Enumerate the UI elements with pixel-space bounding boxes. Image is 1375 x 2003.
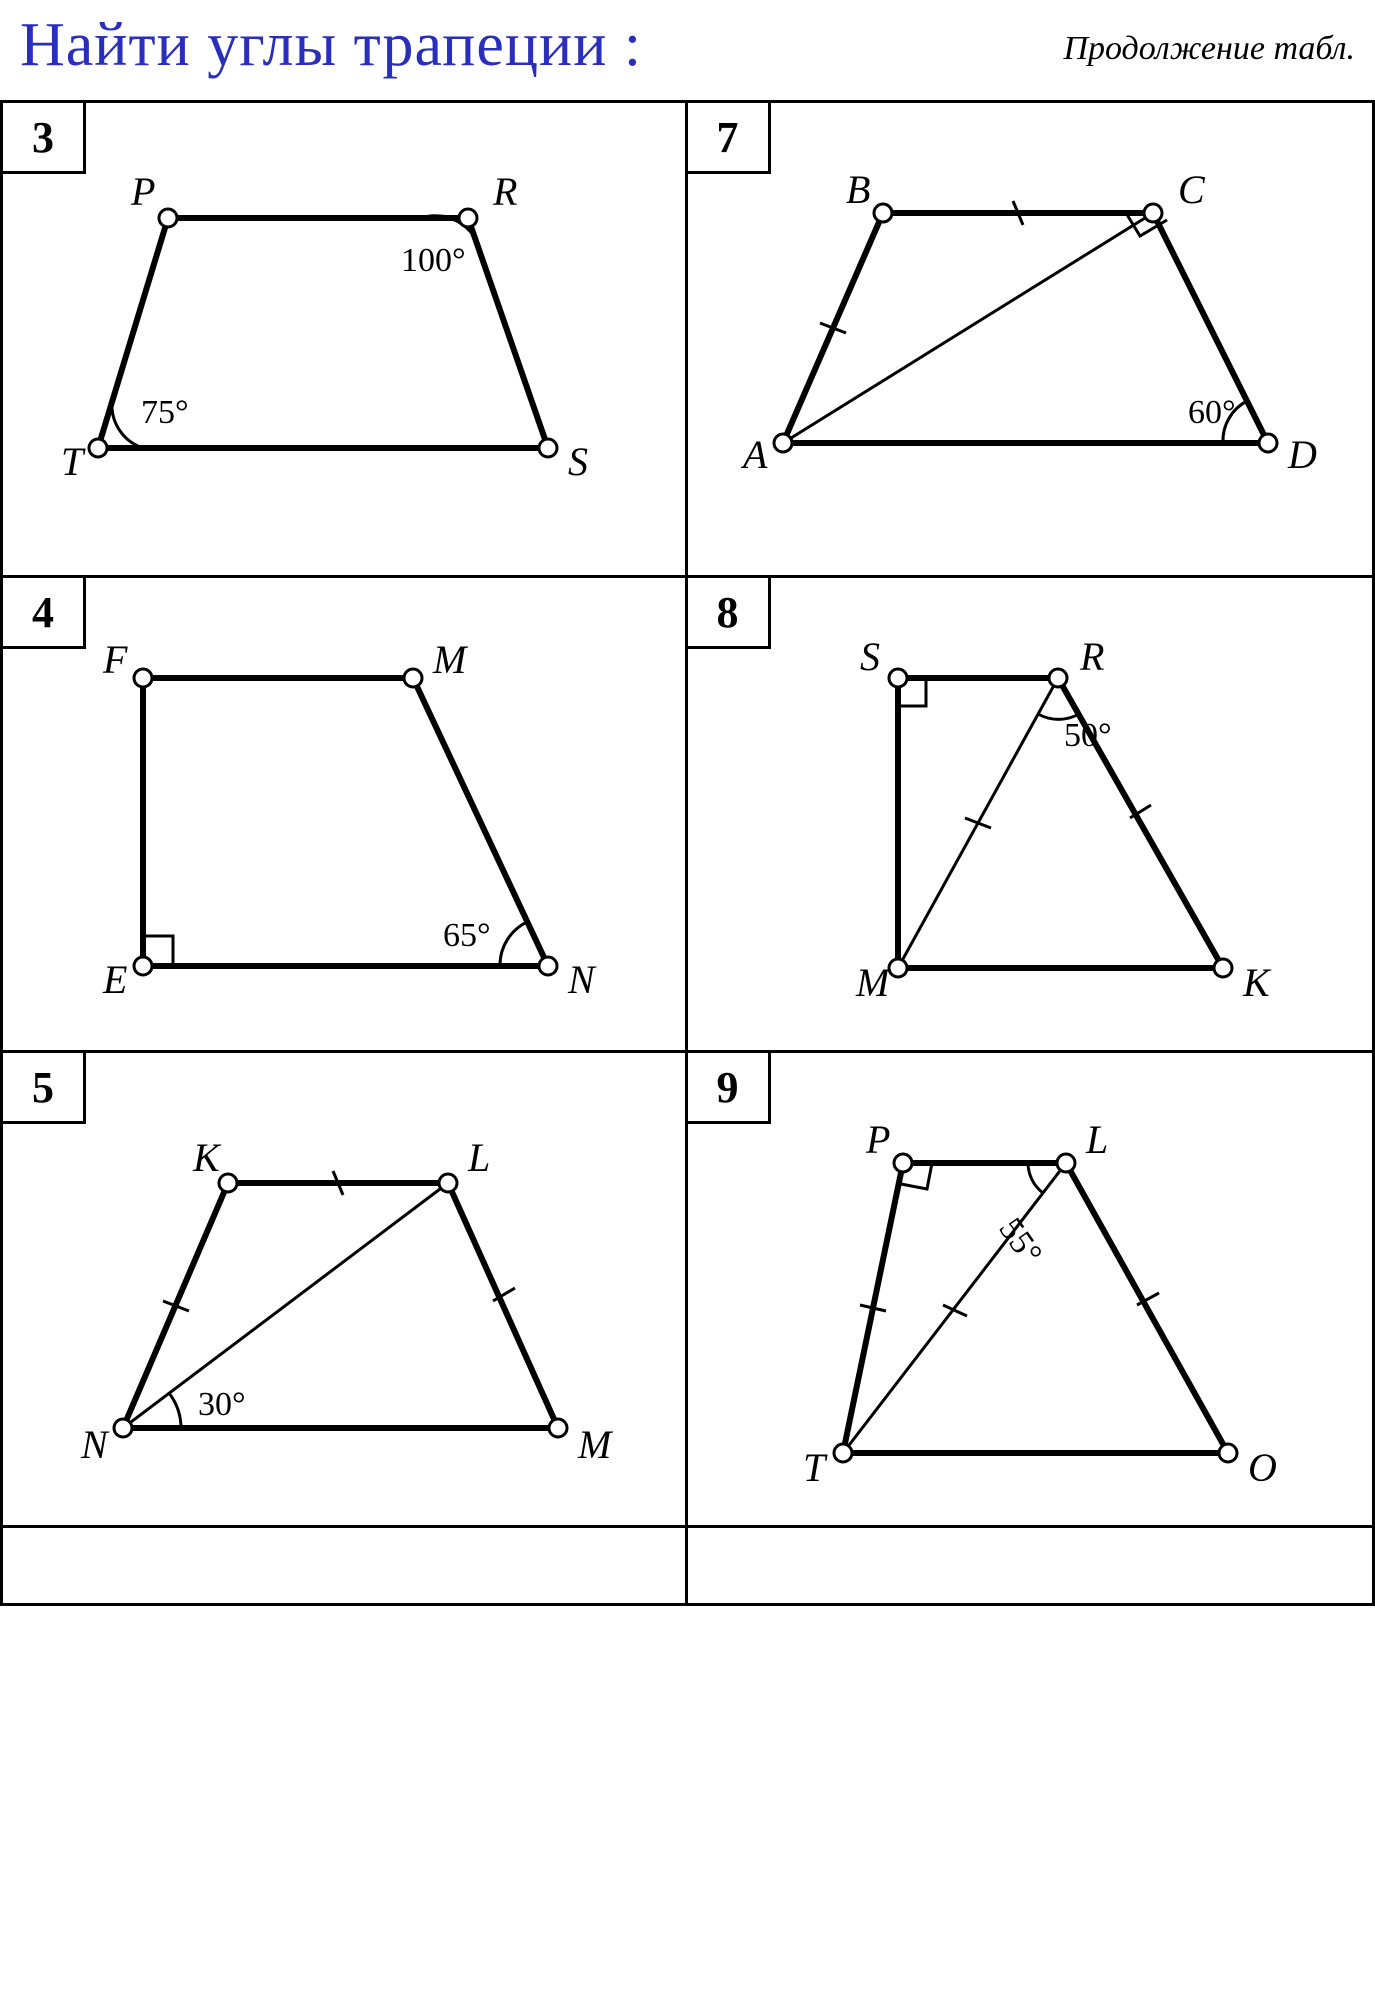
vertex: [834, 1444, 852, 1462]
cell-4: 4 F M E N 65°: [0, 578, 688, 1053]
angle-label: 50°: [1064, 717, 1112, 754]
angle-label: 55°: [991, 1211, 1049, 1271]
cell-7: 7 B C A: [688, 103, 1375, 578]
trapezoid: [123, 1183, 558, 1428]
vertex: [549, 1419, 567, 1437]
vertex: [894, 1154, 912, 1172]
vertex: [459, 209, 477, 227]
angle-arc: [112, 403, 143, 448]
vertex: [219, 1174, 237, 1192]
angle-label: 60°: [1188, 394, 1236, 431]
continuation-label: Продолжение табл.: [1063, 30, 1355, 68]
vertex: [159, 209, 177, 227]
vertex-label: K: [192, 1135, 222, 1180]
figure-3-svg: P R T S 100° 75°: [3, 103, 690, 578]
vertex-label: N: [80, 1422, 110, 1467]
figure-grid: 3 P R T S 100° 75°: [0, 100, 1375, 2003]
vertex-label: M: [432, 637, 469, 682]
vertex-label: R: [492, 169, 517, 214]
vertex: [114, 1419, 132, 1437]
figure-7-svg: B C A D 60°: [688, 103, 1375, 578]
vertex-label: M: [577, 1422, 614, 1467]
vertex-label: P: [130, 169, 155, 214]
vertex: [539, 439, 557, 457]
vertex: [1219, 1444, 1237, 1462]
vertex: [404, 669, 422, 687]
tick: [965, 818, 991, 828]
vertex: [134, 669, 152, 687]
stub-cell-right: [688, 1528, 1375, 1606]
trapezoid: [898, 678, 1223, 968]
cell-3: 3 P R T S 100° 75°: [0, 103, 688, 578]
angle-label: 75°: [141, 394, 189, 431]
vertex: [89, 439, 107, 457]
figure-5-svg: K L N M 30°: [3, 1053, 690, 1528]
vertex-label: R: [1079, 634, 1104, 679]
vertex: [539, 957, 557, 975]
vertex-label: K: [1242, 960, 1272, 1005]
figure-8-svg: S R M K 50°: [688, 578, 1375, 1053]
vertex-label: T: [61, 439, 86, 484]
vertex-label: T: [803, 1445, 828, 1490]
handwritten-title: Найти углы трапеции :: [20, 10, 642, 81]
vertex-label: D: [1287, 432, 1317, 477]
vertex: [1259, 434, 1277, 452]
vertex-label: M: [855, 960, 892, 1005]
page: Найти углы трапеции : Продолжение табл. …: [0, 0, 1375, 1600]
vertex-label: P: [865, 1117, 890, 1162]
vertex: [1049, 669, 1067, 687]
vertex: [1214, 959, 1232, 977]
vertex-label: B: [846, 167, 870, 212]
angle-arc: [500, 922, 527, 966]
vertex: [889, 669, 907, 687]
header: Найти углы трапеции : Продолжение табл.: [0, 0, 1375, 100]
vertex-label: A: [740, 432, 768, 477]
vertex-label: L: [1085, 1117, 1108, 1162]
vertex: [774, 434, 792, 452]
cell-8: 8 S R M: [688, 578, 1375, 1053]
vertex-label: O: [1248, 1445, 1277, 1490]
angle-arc: [1028, 1163, 1043, 1193]
angle-label: 100°: [401, 242, 466, 279]
vertex-label: S: [860, 634, 880, 679]
angle-arc: [169, 1393, 181, 1428]
vertex-label: S: [568, 439, 588, 484]
vertex-label: F: [102, 637, 128, 682]
vertex: [889, 959, 907, 977]
stub-cell-left: [0, 1528, 688, 1606]
figure-4-svg: F M E N 65°: [3, 578, 690, 1053]
vertex: [1144, 204, 1162, 222]
vertex-label: N: [567, 957, 597, 1002]
diagonal: [783, 213, 1153, 443]
vertex: [439, 1174, 457, 1192]
vertex: [134, 957, 152, 975]
vertex: [874, 204, 892, 222]
angle-label: 65°: [443, 917, 491, 954]
angle-label: 30°: [198, 1386, 246, 1423]
vertex: [1057, 1154, 1075, 1172]
cell-9: 9 P L T: [688, 1053, 1375, 1528]
vertex-label: L: [467, 1135, 490, 1180]
figure-9-svg: P L T O 55°: [688, 1053, 1375, 1528]
cell-5: 5 K L N M 30°: [0, 1053, 688, 1528]
trapezoid: [843, 1163, 1228, 1453]
vertex-label: E: [102, 957, 127, 1002]
vertex-label: C: [1178, 167, 1206, 212]
